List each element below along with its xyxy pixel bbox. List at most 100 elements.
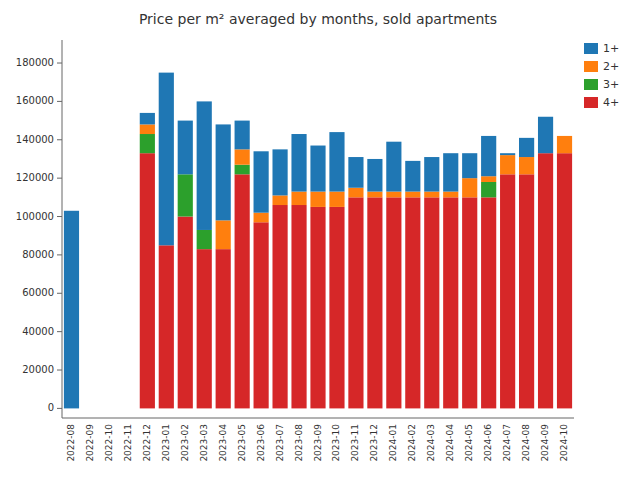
- y-tick: [57, 216, 62, 217]
- y-tick-label: 40000: [22, 326, 54, 337]
- bar-segment: [254, 222, 269, 408]
- x-axis-line: [62, 418, 574, 419]
- bar-segment: [462, 153, 477, 178]
- bar-segment: [557, 135, 572, 136]
- y-tick: [57, 370, 62, 371]
- bar-segment: [197, 230, 212, 249]
- chart: 0200004000060000800001000001200001400001…: [0, 0, 640, 480]
- bar-segment: [197, 249, 212, 408]
- bar-segment: [348, 188, 363, 198]
- bar-segment: [386, 142, 401, 192]
- x-tick-label: 2023-01: [161, 424, 171, 462]
- y-tick-label: 80000: [22, 249, 54, 260]
- bar-segment: [83, 408, 98, 409]
- x-tick-label: 2023-11: [350, 424, 360, 462]
- bar-segment: [348, 197, 363, 408]
- x-tick-label: 2024-03: [426, 424, 436, 462]
- bar-segment: [538, 153, 553, 408]
- bar-segment: [481, 176, 496, 182]
- x-tick-label: 2024-02: [407, 424, 417, 462]
- bar-segment: [367, 159, 382, 192]
- bar-segment: [367, 197, 382, 408]
- bar-segment: [310, 146, 325, 192]
- bar-segment: [178, 217, 193, 409]
- bar-segment: [159, 245, 174, 408]
- x-tick-label: 2022-10: [104, 424, 114, 462]
- bar-segment: [481, 197, 496, 408]
- bar-segment: [557, 153, 572, 408]
- bar-segment: [102, 408, 117, 409]
- bar-segment: [386, 192, 401, 198]
- x-tick-label: 2023-08: [294, 424, 304, 462]
- bar-segment: [102, 408, 117, 409]
- y-tick-label: 0: [48, 402, 54, 413]
- bar-segment: [235, 121, 250, 150]
- bar-segment: [424, 157, 439, 192]
- bar-segment: [235, 149, 250, 164]
- bar-segment: [197, 101, 212, 230]
- bar-segment: [254, 213, 269, 223]
- bar-segment: [291, 205, 306, 408]
- legend-swatch: [584, 79, 598, 90]
- bar-segment: [462, 178, 477, 197]
- x-tick-label: 2024-05: [464, 424, 474, 462]
- x-tick-label: 2023-09: [313, 424, 323, 462]
- bar-segment: [538, 117, 553, 153]
- bar-segment: [83, 408, 98, 409]
- x-tick-label: 2023-03: [199, 424, 209, 462]
- bars: [64, 73, 572, 409]
- legend-swatch: [584, 61, 598, 72]
- bar-segment: [443, 192, 458, 198]
- x-tick-label: 2023-07: [275, 424, 285, 462]
- x-tick-label: 2023-05: [237, 424, 247, 462]
- bar-segment: [310, 192, 325, 207]
- legend-label: 4+: [603, 96, 619, 109]
- bar-segment: [216, 220, 231, 249]
- bar-segment: [348, 157, 363, 188]
- y-tick-label: 120000: [16, 172, 54, 183]
- bar-segment: [121, 408, 136, 409]
- bar-segment: [329, 192, 344, 207]
- bar-segment: [443, 197, 458, 408]
- bar-segment: [140, 134, 155, 153]
- y-tick: [57, 293, 62, 294]
- y-tick: [57, 139, 62, 140]
- bar-segment: [310, 207, 325, 408]
- y-tick-label: 60000: [22, 287, 54, 298]
- x-tick-label: 2024-09: [540, 424, 550, 462]
- bar-segment: [83, 408, 98, 409]
- y-tick: [57, 331, 62, 332]
- y-tick: [57, 178, 62, 179]
- bar-segment: [272, 195, 287, 205]
- x-tick-label: 2023-02: [180, 424, 190, 462]
- legend: 1+2+3+4+: [584, 42, 619, 109]
- y-tick-label: 180000: [16, 57, 54, 68]
- y-tick: [57, 254, 62, 255]
- bar-segment: [178, 174, 193, 216]
- bar-segment: [235, 165, 250, 175]
- x-tick-label: 2023-10: [331, 424, 341, 462]
- bar-segment: [386, 197, 401, 408]
- x-tick-label: 2024-10: [559, 424, 569, 462]
- bar-segment: [83, 408, 98, 409]
- bar-segment: [64, 211, 79, 409]
- bar-segment: [424, 192, 439, 198]
- bar-segment: [405, 161, 420, 192]
- bar-segment: [121, 408, 136, 409]
- y-tick: [57, 101, 62, 102]
- y-tick-label: 100000: [16, 211, 54, 222]
- x-tick-label: 2024-04: [445, 424, 455, 462]
- bar-segment: [140, 113, 155, 125]
- y-tick: [57, 63, 62, 64]
- bar-segment: [121, 408, 136, 409]
- bar-segment: [519, 174, 534, 408]
- legend-swatch: [584, 97, 598, 108]
- x-tick-label: 2022-09: [85, 424, 95, 462]
- bar-segment: [481, 136, 496, 176]
- bar-segment: [254, 151, 269, 212]
- legend-label: 1+: [603, 42, 619, 55]
- bar-segment: [424, 197, 439, 408]
- x-tick-label: 2023-04: [218, 424, 228, 462]
- bar-segment: [443, 153, 458, 191]
- bar-segment: [481, 182, 496, 197]
